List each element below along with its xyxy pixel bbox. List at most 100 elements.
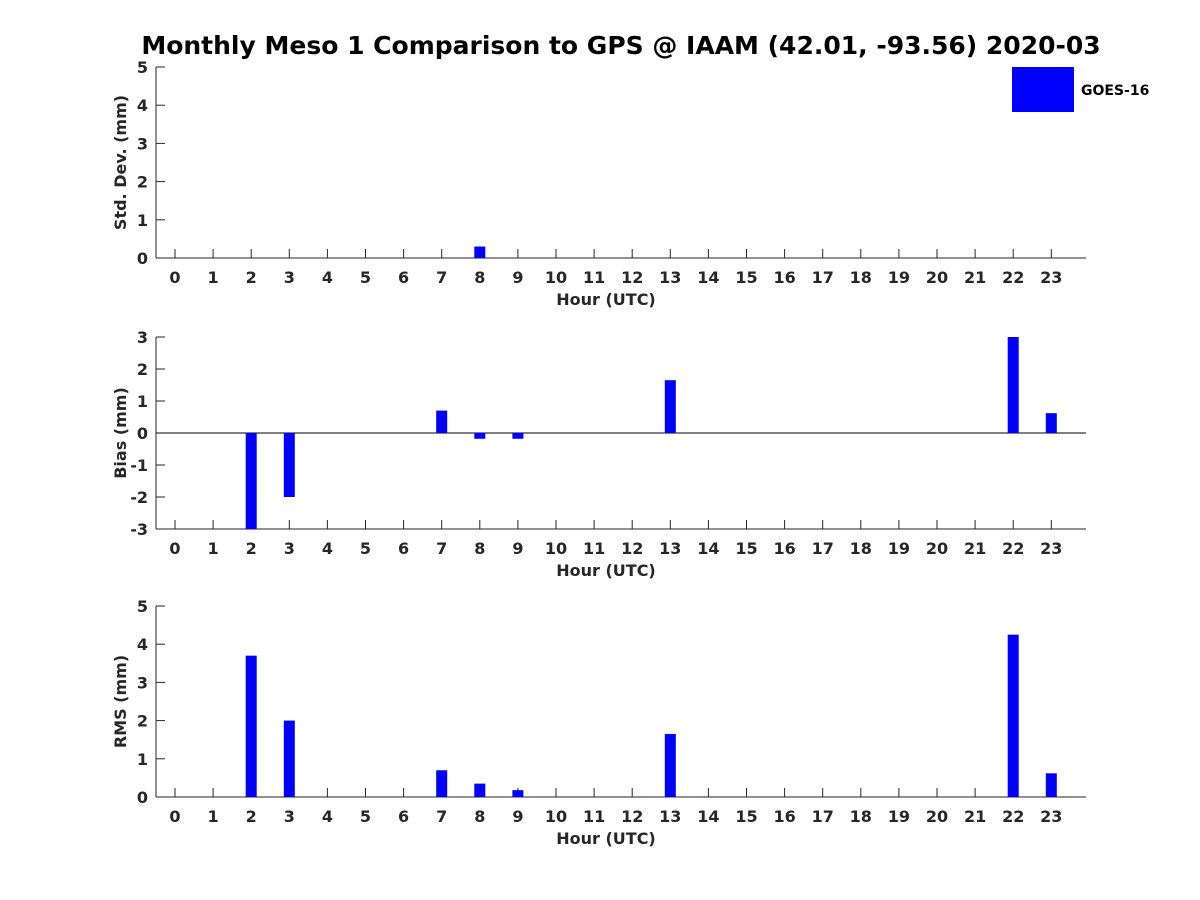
rms-bar-hour-2 (245, 655, 257, 797)
rms-y-tick-label: 5 (137, 597, 148, 616)
bias-x-tick-label: 18 (850, 539, 872, 558)
rms-y-tick-label: 4 (137, 635, 148, 654)
rms-x-tick-label: 9 (512, 807, 523, 826)
rms-x-tick-label: 13 (659, 807, 681, 826)
bias-x-tick-label: 14 (697, 539, 719, 558)
rms-x-tick-label: 2 (246, 807, 257, 826)
bias-x-tick-label: 21 (964, 539, 986, 558)
bias-x-tick-label: 2 (246, 539, 257, 558)
rms-x-tick-label: 14 (697, 807, 719, 826)
rms-x-tick-label: 12 (621, 807, 643, 826)
rms-x-tick-label: 18 (850, 807, 872, 826)
rms-y-tick-label: 2 (137, 712, 148, 731)
bias-bar-hour-7 (436, 410, 448, 433)
std-x-tick-label: 10 (545, 268, 567, 287)
bias-y-axis-label: Bias (mm) (111, 387, 130, 479)
rms-x-tick-label: 20 (926, 807, 948, 826)
rms-x-tick-label: 21 (964, 807, 986, 826)
rms-x-tick-label: 19 (888, 807, 910, 826)
bias-bar-hour-9 (512, 433, 524, 439)
bias-y-tick-label: 0 (137, 424, 148, 443)
rms-x-tick-label: 10 (545, 807, 567, 826)
bias-x-tick-label: 3 (284, 539, 295, 558)
bias-x-tick-label: 8 (474, 539, 485, 558)
rms-y-tick-label: 1 (137, 750, 148, 769)
bias-x-tick-label: 4 (322, 539, 333, 558)
std-x-tick-label: 11 (583, 268, 605, 287)
std-x-tick-label: 8 (474, 268, 485, 287)
bias-bar-hour-2 (245, 433, 257, 529)
bias-y-tick-label: -3 (130, 520, 148, 539)
rms-bar-hour-9 (512, 790, 524, 797)
bias-bar-hour-22 (1007, 337, 1019, 433)
bias-x-tick-label: 17 (812, 539, 834, 558)
bias-x-tick-label: 13 (659, 539, 681, 558)
rms-bar-hour-13 (664, 733, 676, 797)
bias-y-tick-label: -1 (130, 456, 148, 475)
rms-y-tick-label: 3 (137, 673, 148, 692)
std-y-tick-label: 3 (137, 134, 148, 153)
bias-x-tick-label: 23 (1040, 539, 1062, 558)
bias-x-tick-label: 16 (773, 539, 795, 558)
rms-x-tick-label: 0 (169, 807, 180, 826)
std-x-tick-label: 3 (284, 268, 295, 287)
bias-y-tick-label: 2 (137, 360, 148, 379)
std-x-tick-label: 4 (322, 268, 333, 287)
std-x-tick-label: 16 (773, 268, 795, 287)
bias-x-tick-label: 0 (169, 539, 180, 558)
std-x-tick-label: 6 (398, 268, 409, 287)
std-x-tick-label: 12 (621, 268, 643, 287)
bias-x-tick-label: 11 (583, 539, 605, 558)
rms-x-tick-label: 4 (322, 807, 333, 826)
std-x-tick-label: 21 (964, 268, 986, 287)
std-x-tick-label: 0 (169, 268, 180, 287)
bias-x-tick-label: 15 (735, 539, 757, 558)
chart-title: Monthly Meso 1 Comparison to GPS @ IAAM … (141, 31, 1100, 60)
std-x-tick-label: 13 (659, 268, 681, 287)
std-x-tick-label: 5 (360, 268, 371, 287)
bias-y-tick-label: 3 (137, 328, 148, 347)
bias-x-tick-label: 20 (926, 539, 948, 558)
rms-x-tick-label: 17 (812, 807, 834, 826)
rms-y-axis-label: RMS (mm) (111, 655, 130, 748)
bias-x-tick-label: 1 (208, 539, 219, 558)
legend-swatch-goes16 (1012, 67, 1074, 112)
bias-x-tick-label: 6 (398, 539, 409, 558)
rms-x-tick-label: 22 (1002, 807, 1024, 826)
bias-x-axis-label: Hour (UTC) (556, 561, 656, 580)
bias-bar-hour-13 (664, 380, 676, 433)
rms-x-tick-label: 7 (436, 807, 447, 826)
bias-x-tick-label: 12 (621, 539, 643, 558)
rms-x-tick-label: 11 (583, 807, 605, 826)
std-x-tick-label: 9 (512, 268, 523, 287)
bias-x-tick-label: 5 (360, 539, 371, 558)
std-x-axis-label: Hour (UTC) (556, 290, 656, 309)
std-bar-hour-8 (474, 246, 486, 258)
bias-bar-hour-23 (1045, 413, 1057, 433)
bias-x-tick-label: 9 (512, 539, 523, 558)
rms-x-tick-label: 23 (1040, 807, 1062, 826)
std-x-tick-label: 15 (735, 268, 757, 287)
bias-x-tick-label: 10 (545, 539, 567, 558)
std-x-tick-label: 19 (888, 268, 910, 287)
rms-x-tick-label: 8 (474, 807, 485, 826)
std-y-tick-label: 2 (137, 173, 148, 192)
rms-bar-hour-22 (1007, 634, 1019, 797)
rms-x-tick-label: 5 (360, 807, 371, 826)
std-x-tick-label: 22 (1002, 268, 1024, 287)
bias-y-tick-label: -2 (130, 488, 148, 507)
std-y-tick-label: 1 (137, 211, 148, 230)
rms-x-tick-label: 3 (284, 807, 295, 826)
std-y-tick-label: 4 (137, 96, 148, 115)
bias-x-tick-label: 7 (436, 539, 447, 558)
rms-x-tick-label: 16 (773, 807, 795, 826)
legend-label-goes16: GOES-16 (1081, 83, 1149, 99)
std-x-tick-label: 1 (208, 268, 219, 287)
std-x-tick-label: 7 (436, 268, 447, 287)
rms-bar-hour-7 (436, 770, 448, 797)
rms-bar-hour-8 (474, 783, 486, 797)
